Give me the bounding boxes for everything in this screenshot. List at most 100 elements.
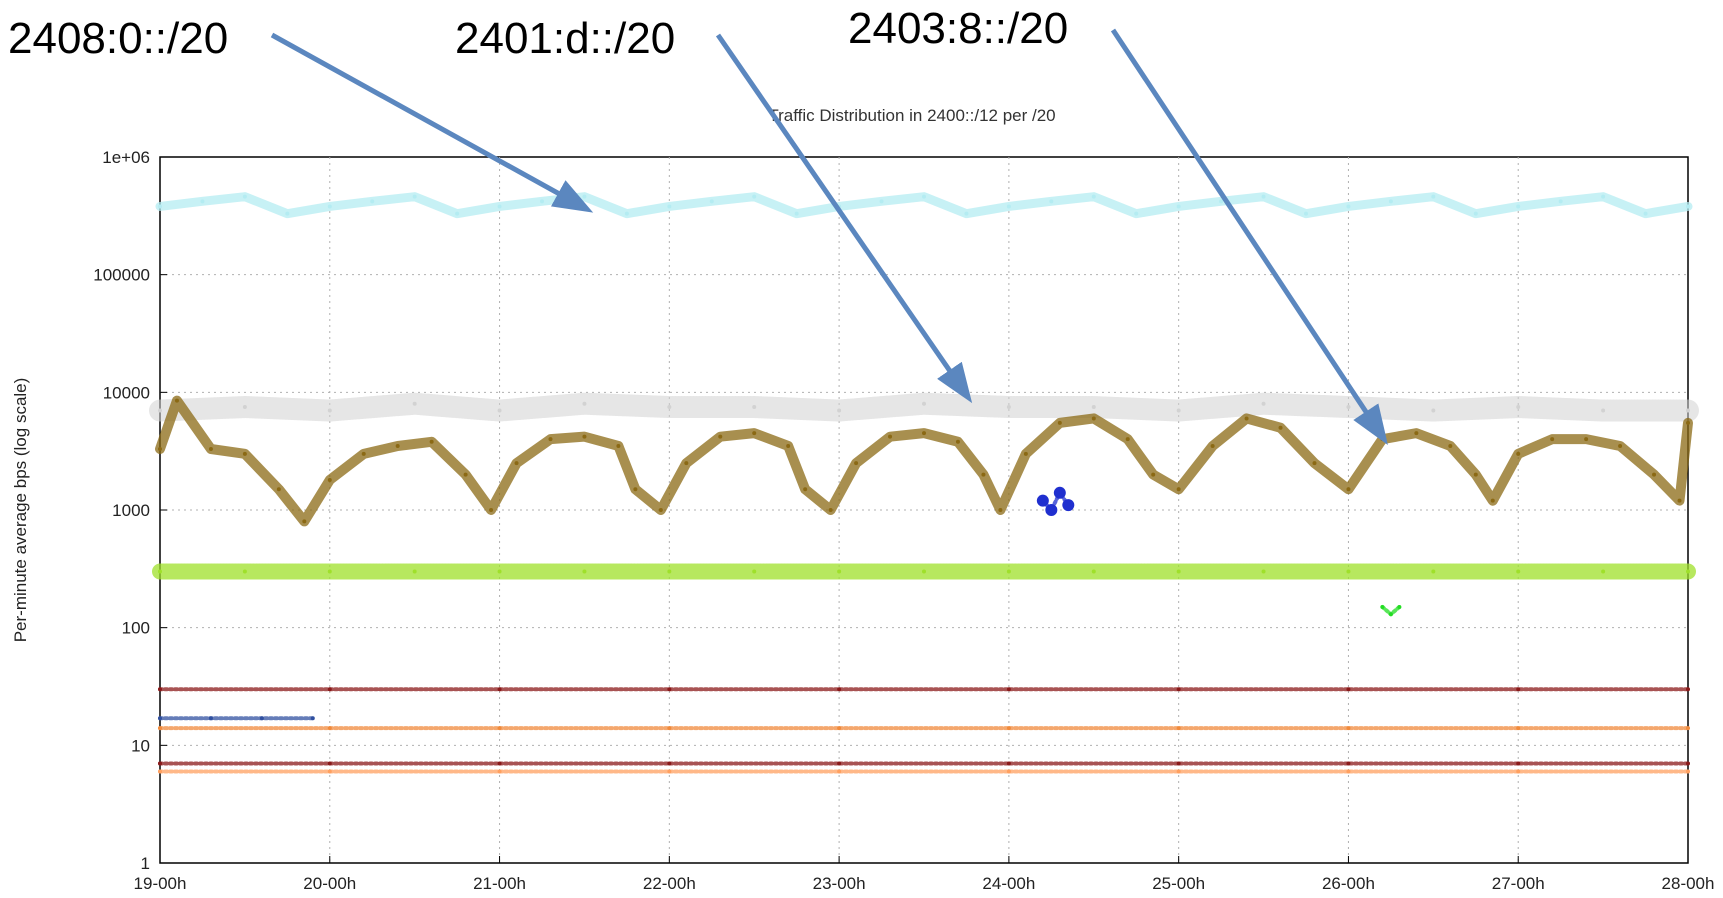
series-4	[1036, 486, 1075, 516]
data-point	[412, 194, 417, 199]
data-point	[752, 431, 757, 436]
y-tick-label: 1000	[112, 501, 150, 520]
data-point	[837, 761, 842, 766]
series-9	[158, 716, 315, 721]
data-point	[1516, 569, 1521, 574]
data-point	[1134, 211, 1139, 216]
data-point	[1006, 761, 1011, 766]
data-point	[667, 761, 672, 766]
data-point	[1091, 405, 1096, 410]
data-point	[1176, 726, 1181, 731]
data-point	[667, 204, 672, 209]
data-point	[1346, 687, 1351, 692]
data-point	[1176, 204, 1181, 209]
series-2401-d-20	[149, 392, 1699, 422]
data-point	[582, 194, 587, 199]
data-point	[709, 199, 714, 204]
data-point	[259, 716, 264, 721]
data-point	[174, 398, 179, 403]
data-point	[1036, 494, 1049, 507]
data-point	[1091, 194, 1096, 199]
data-point	[1346, 761, 1351, 766]
data-point	[837, 569, 842, 574]
data-point	[1473, 472, 1478, 477]
data-point	[1049, 199, 1054, 204]
data-point	[1643, 211, 1648, 216]
data-point	[1346, 569, 1351, 574]
data-point	[1176, 408, 1181, 413]
data-point	[1380, 437, 1385, 442]
data-point	[158, 687, 162, 692]
data-point	[327, 761, 332, 766]
data-point	[828, 508, 833, 512]
data-point	[1176, 487, 1181, 492]
data-point	[158, 204, 162, 209]
data-point	[752, 405, 757, 410]
data-point	[1176, 687, 1181, 692]
data-point	[497, 204, 502, 209]
data-point	[1346, 487, 1351, 492]
data-point	[497, 769, 502, 774]
data-point	[837, 687, 842, 692]
data-point	[922, 401, 926, 406]
data-point	[667, 726, 672, 731]
data-point	[1601, 569, 1606, 574]
series-3	[152, 563, 1696, 580]
data-point	[1516, 761, 1521, 766]
data-point	[497, 687, 502, 692]
x-tick-label: 27-00h	[1492, 874, 1545, 893]
data-point	[1261, 401, 1266, 406]
data-point	[1431, 194, 1436, 199]
data-point	[922, 431, 926, 436]
series-7	[158, 726, 1690, 731]
data-point	[1261, 194, 1266, 199]
y-tick-label: 1e+06	[102, 148, 150, 167]
data-point	[1686, 569, 1690, 574]
grid	[160, 157, 1688, 863]
data-point	[1516, 726, 1521, 731]
data-point	[158, 446, 162, 451]
data-point	[429, 439, 434, 444]
series-line	[155, 192, 1693, 219]
y-axis-ticks: 1 10 100 1000 10000 100000 1e+06	[93, 148, 167, 873]
data-point	[1278, 425, 1283, 430]
x-tick-label: 25-00h	[1152, 874, 1205, 893]
data-point	[327, 726, 332, 731]
data-point	[1686, 761, 1690, 766]
data-point	[327, 204, 332, 209]
data-point	[1516, 769, 1521, 774]
series-2408-0-20	[155, 192, 1693, 219]
data-point	[242, 451, 247, 456]
data-point	[837, 726, 842, 731]
data-point	[786, 443, 791, 448]
y-tick-label: 100	[122, 619, 150, 638]
data-point	[582, 434, 587, 439]
data-point	[1388, 199, 1393, 204]
data-point	[302, 519, 307, 524]
data-point	[1176, 569, 1181, 574]
y-tick-label: 10000	[103, 383, 150, 402]
data-point	[370, 199, 375, 204]
data-point	[310, 716, 315, 721]
data-point	[1045, 504, 1058, 516]
data-point	[582, 401, 587, 406]
data-point	[208, 716, 213, 721]
data-point	[955, 439, 960, 444]
y-tick-label: 100000	[93, 266, 150, 285]
data-point	[998, 508, 1003, 512]
callout-arrow-1	[270, 32, 594, 213]
series-layer	[149, 192, 1699, 774]
data-point	[752, 569, 757, 574]
data-point	[1346, 769, 1351, 774]
data-point	[1686, 769, 1690, 774]
data-point	[285, 211, 290, 216]
data-point	[1686, 687, 1690, 692]
data-point	[158, 726, 162, 731]
data-point	[1006, 726, 1011, 731]
data-point	[1584, 437, 1589, 442]
x-tick-label: 26-00h	[1322, 874, 1375, 893]
data-point	[361, 451, 366, 456]
data-point	[1346, 405, 1351, 410]
series-6	[158, 687, 1690, 692]
